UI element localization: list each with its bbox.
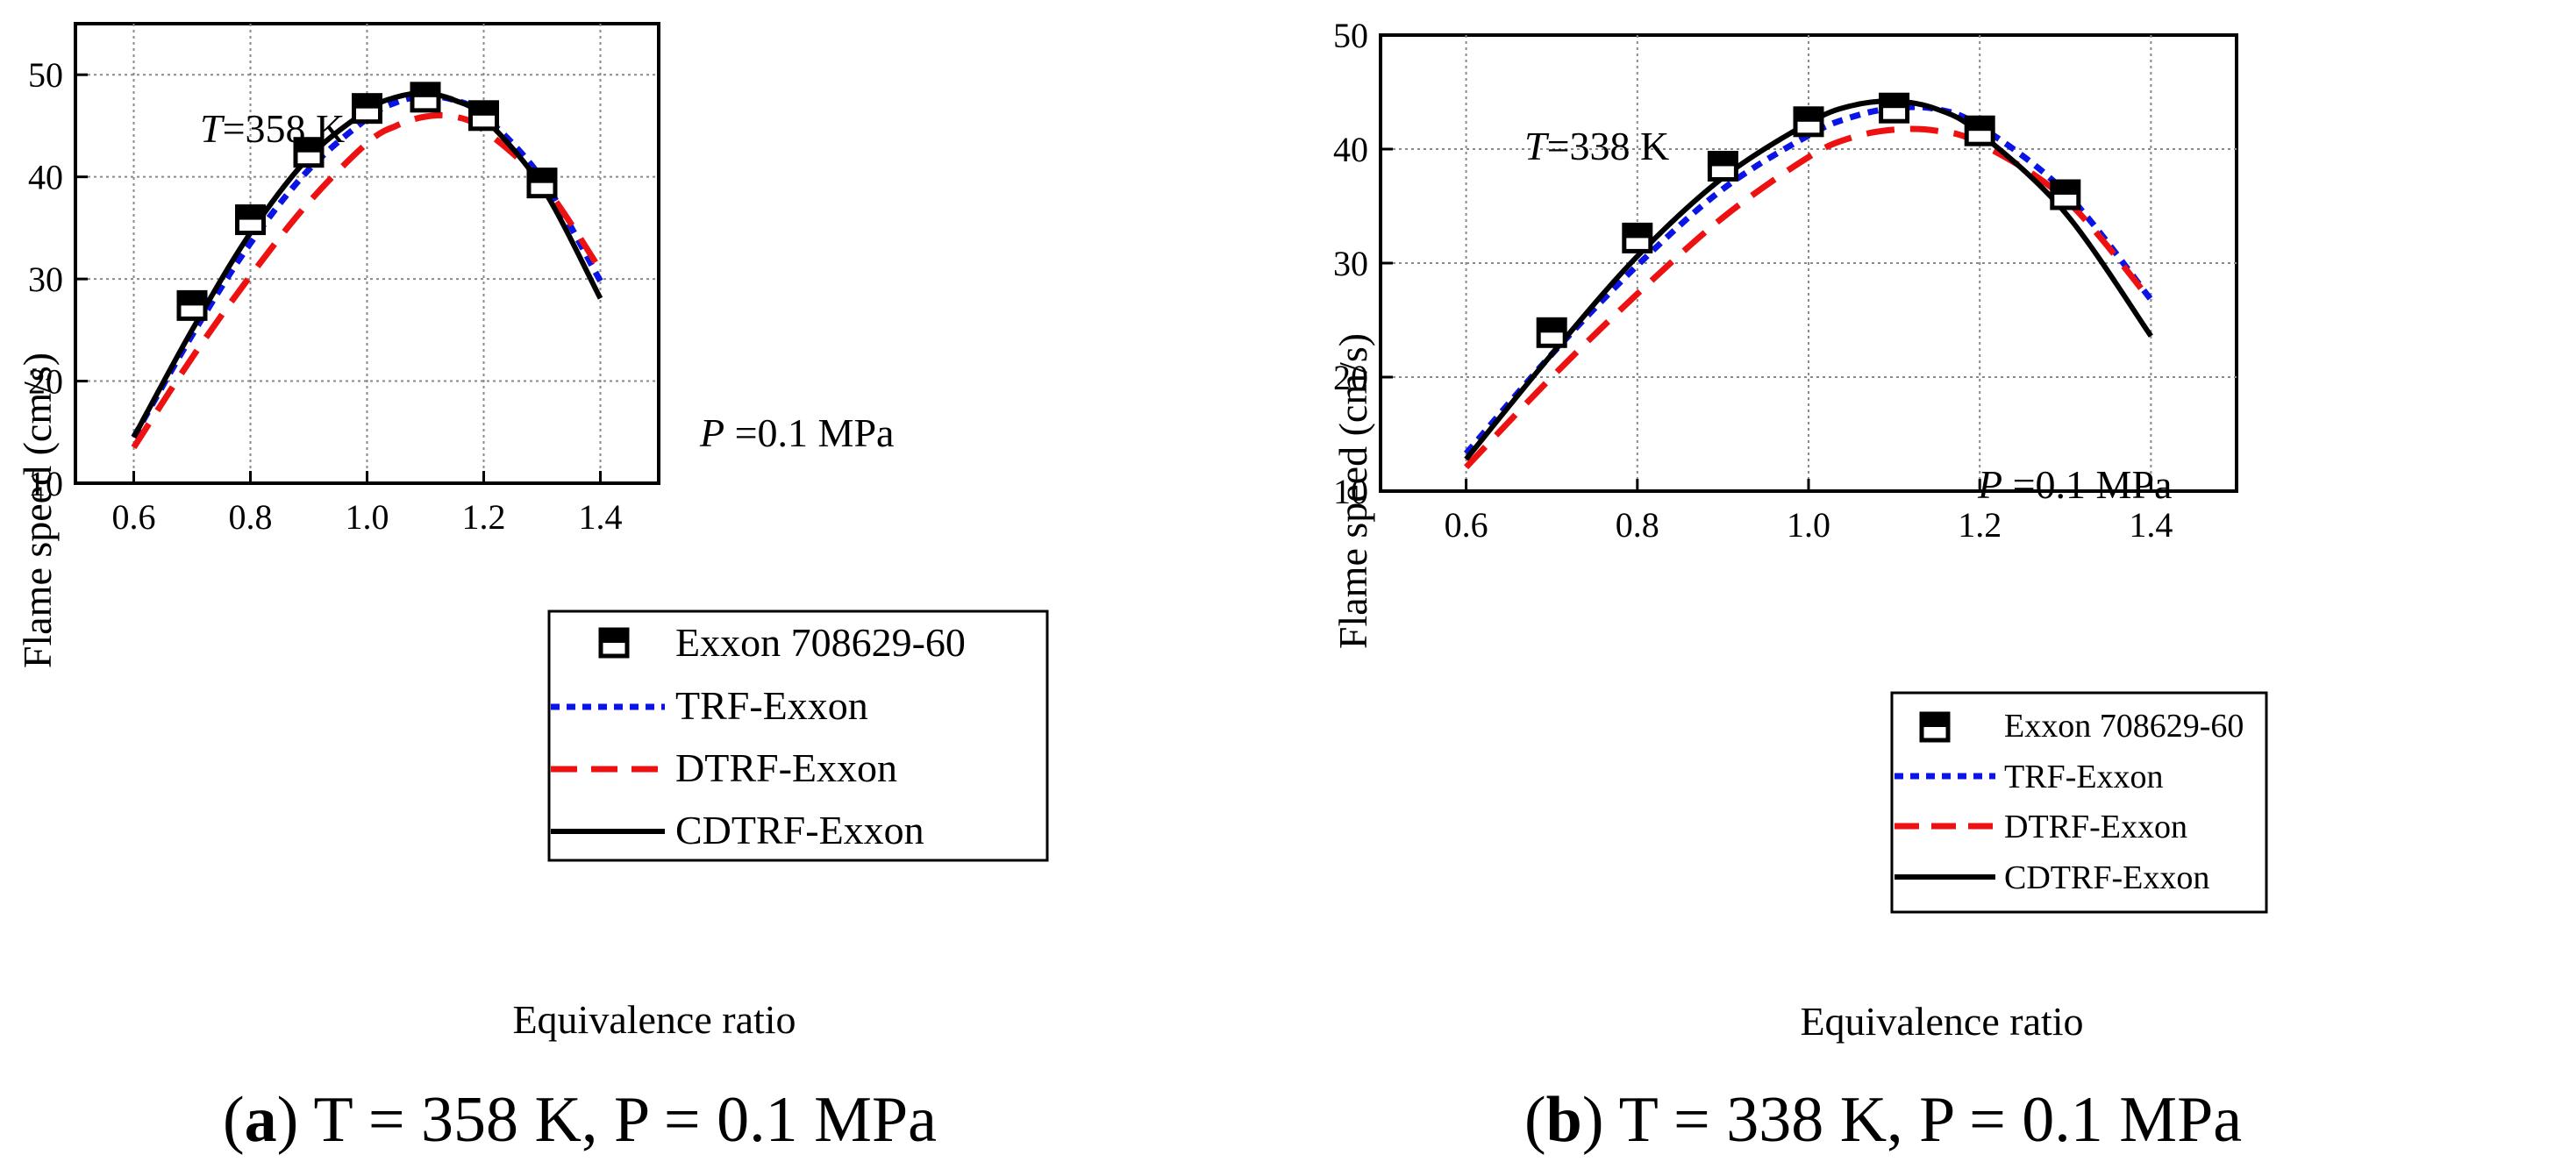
chart-panel-a: 0.6 0.8 1.0 1.2 1.4 10 20 30 40 50 T=358 K P =0.1… [15, 22, 1049, 1156]
x-tick-label: 0.6 [112, 497, 156, 537]
data-point-marker [293, 137, 325, 168]
panel-caption: (b) T = 338 K, P = 0.1 MPa [1524, 1084, 2242, 1156]
y-tick-label: 50 [1333, 16, 1368, 55]
series-layer [131, 90, 603, 450]
panel-letter: a [245, 1084, 277, 1156]
series-layer [1463, 98, 2154, 470]
temperature-symbol: T [200, 106, 225, 151]
x-tick-label: 1.2 [1958, 505, 2002, 545]
series-line-cdtrf-exxon [1464, 98, 2153, 461]
legend-label-trf: TRF-Exxon [2004, 759, 2164, 795]
x-tick-label: 0.8 [229, 497, 273, 537]
axis-ticks: 0.6 0.8 1.0 1.2 1.4 10 20 30 40 50 [1333, 16, 2173, 545]
legend-label-experiment: Exxon 708629-60 [675, 620, 966, 665]
series-line-trf-exxon [1463, 103, 2154, 456]
data-point-marker [1793, 106, 1824, 138]
panel-caption-text: ) T = 358 K, P = 0.1 MPa [277, 1084, 937, 1156]
data-point-marker [2050, 179, 2081, 210]
x-tick-label: 1.0 [346, 497, 389, 537]
panel-letter: b [1546, 1084, 1582, 1156]
data-point-marker [1964, 115, 1995, 146]
data-point-marker [352, 93, 382, 125]
chart-panel-b: 0.6 0.8 1.0 1.2 1.4 10 20 30 40 50 T=338 K P =0.1… [1331, 16, 2268, 1156]
panel-caption: (a) T = 358 K, P = 0.1 MPa [223, 1084, 937, 1156]
pressure-symbol: P [1977, 462, 2002, 507]
x-tick-label: 0.8 [1616, 505, 1659, 545]
gridlines [75, 24, 659, 483]
legend-label-trf: TRF-Exxon [675, 683, 868, 728]
legend-marker-experiment [598, 627, 630, 659]
series-line-dtrf-exxon [1464, 125, 2154, 470]
data-point-marker [598, 627, 630, 659]
legend-label-dtrf: DTRF-Exxon [2004, 809, 2187, 845]
data-point-marker [410, 82, 441, 113]
pressure-symbol: P [699, 410, 724, 455]
pressure-annotation: P =0.1 MPa [1977, 462, 2172, 507]
temperature-value: =358 K [223, 106, 346, 151]
legend-marker-experiment [1919, 711, 1951, 743]
data-point-marker [176, 289, 208, 321]
y-tick-label: 10 [28, 464, 63, 503]
x-tick-label: 1.0 [1787, 505, 1830, 545]
y-tick-label: 20 [1333, 358, 1368, 397]
pressure-value: =0.1 MPa [2002, 462, 2172, 507]
experiment-markers [1536, 92, 2081, 348]
pressure-value: =0.1 MPa [724, 410, 894, 455]
temperature-annotation: T=338 K [1524, 124, 1669, 168]
axis-ticks: 0.6 0.8 1.0 1.2 1.4 10 20 30 40 50 [28, 55, 623, 537]
legend-box [547, 610, 1049, 862]
experiment-markers [176, 82, 558, 321]
data-point-marker [235, 204, 266, 236]
temperature-value: =338 K [1547, 124, 1670, 168]
data-point-marker [1879, 92, 1910, 124]
y-tick-label: 20 [28, 362, 63, 402]
legend-label-experiment: Exxon 708629-60 [2004, 708, 2244, 745]
legend-label-cdtrf: CDTRF-Exxon [675, 808, 924, 852]
y-tick-label: 30 [1333, 244, 1368, 283]
data-point-marker [1622, 222, 1653, 253]
data-point-marker [1919, 711, 1951, 743]
x-tick-label: 0.6 [1445, 505, 1488, 545]
data-point-marker [1536, 317, 1567, 348]
legend-label-dtrf: DTRF-Exxon [675, 745, 897, 790]
y-axis-label: Flame speed (cm/s) [15, 353, 60, 668]
temperature-symbol: T [1524, 124, 1550, 168]
data-point-marker [468, 100, 499, 132]
data-point-marker [526, 168, 558, 199]
y-tick-label: 10 [1333, 472, 1368, 511]
pressure-annotation: P =0.1 MPa [699, 410, 894, 455]
panel-caption-text: ) T = 338 K, P = 0.1 MPa [1582, 1084, 2242, 1156]
legend: Exxon 708629-60 TRF-Exxon DTRF-Exxon CDT… [547, 610, 1049, 862]
legend: Exxon 708629-60 TRF-Exxon DTRF-Exxon CDT… [1890, 691, 2268, 914]
x-tick-label: 1.2 [462, 497, 506, 537]
x-axis-label: Equivalence ratio [512, 997, 796, 1042]
y-axis-label: Flame speed (cm/s) [1331, 333, 1375, 649]
gridlines [1381, 35, 2237, 491]
y-tick-label: 30 [28, 260, 63, 299]
x-tick-label: 1.4 [2129, 505, 2173, 545]
x-axis-label: Equivalence ratio [1800, 999, 2083, 1044]
y-tick-label: 40 [28, 158, 63, 197]
y-tick-label: 40 [1333, 130, 1368, 169]
y-tick-label: 50 [28, 55, 63, 95]
temperature-annotation: T=358 K [200, 106, 345, 151]
x-tick-label: 1.4 [579, 497, 623, 537]
series-line-dtrf-exxon [131, 111, 603, 450]
legend-label-cdtrf: CDTRF-Exxon [2004, 859, 2209, 896]
data-point-marker [1707, 151, 1738, 182]
series-line-cdtrf-exxon [131, 90, 603, 439]
